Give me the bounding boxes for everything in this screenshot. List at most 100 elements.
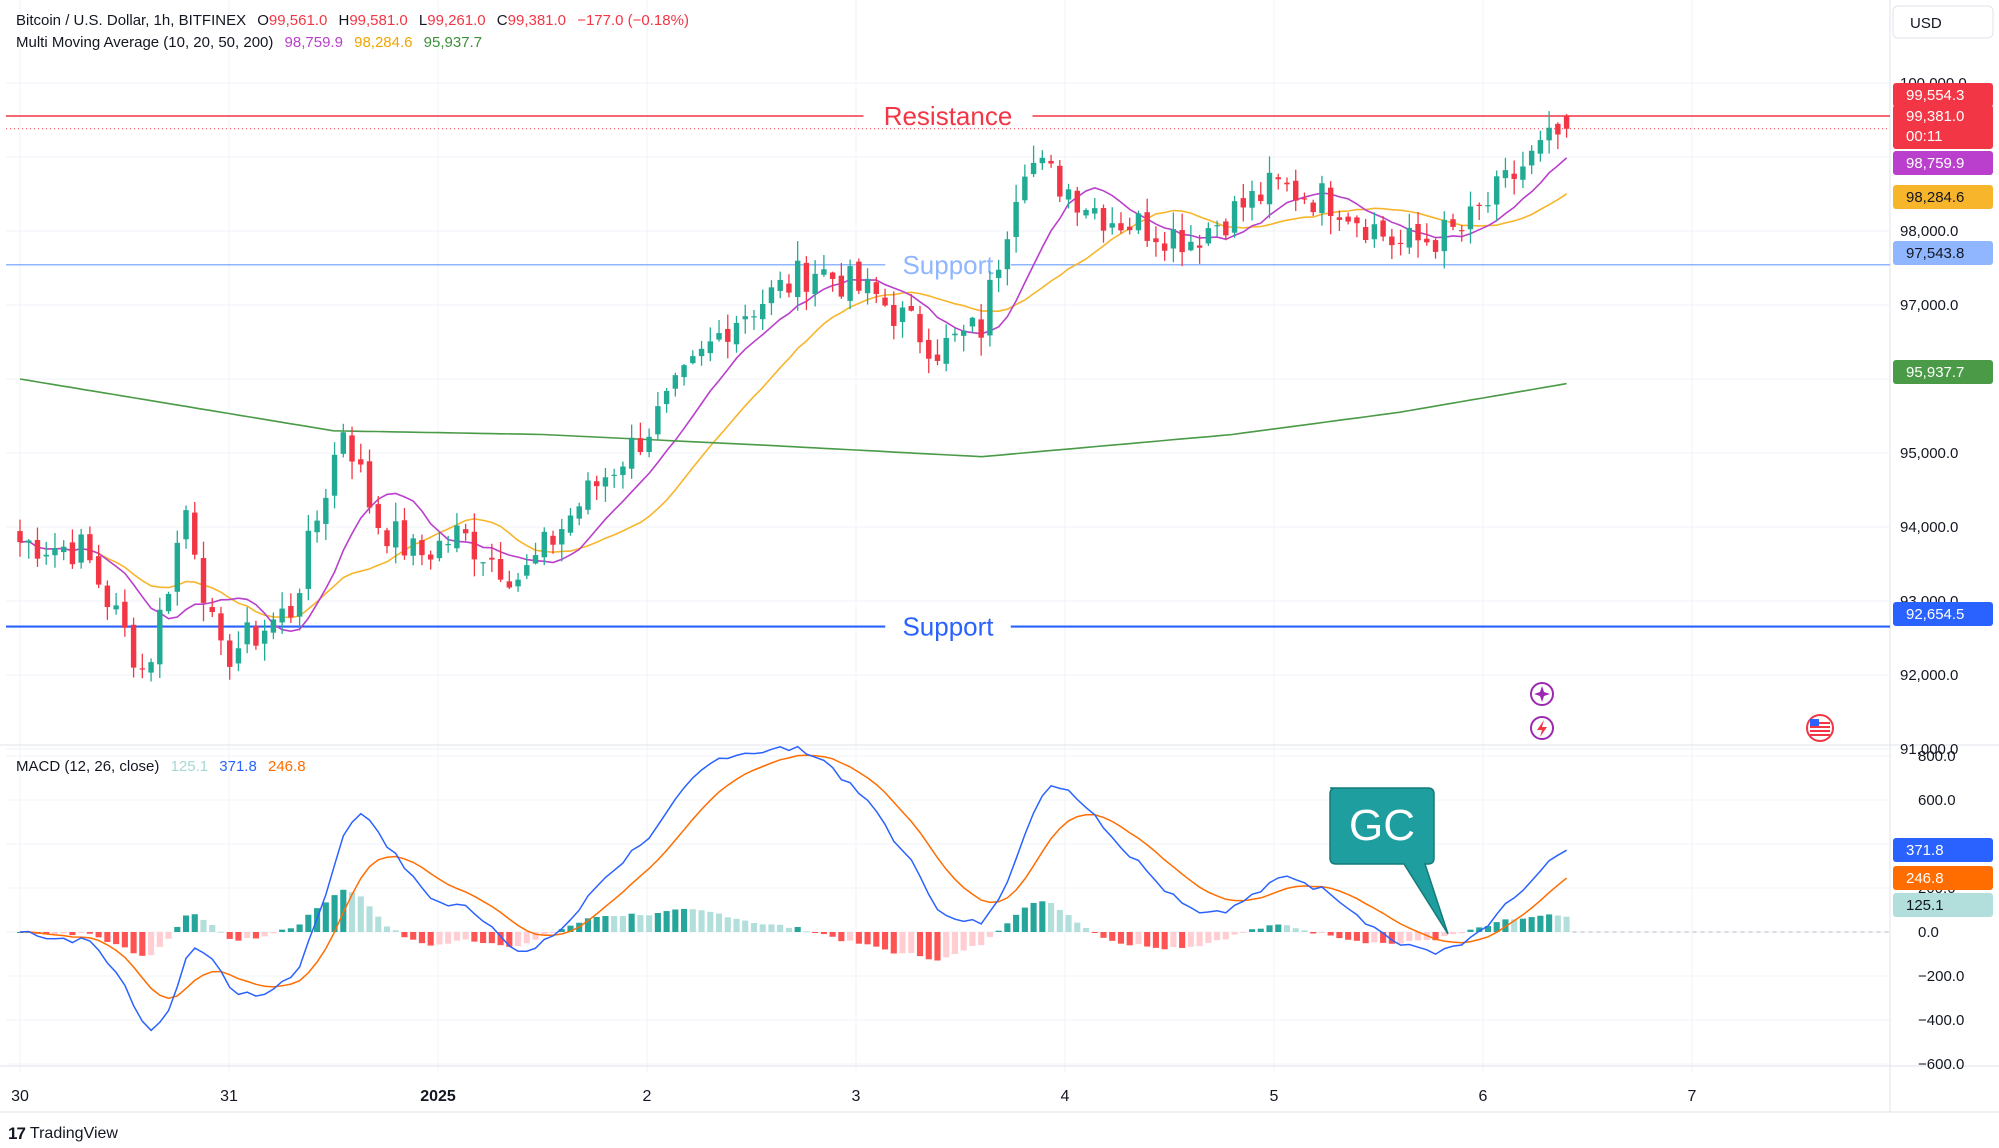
candle-body — [375, 504, 381, 528]
candle-body — [34, 540, 41, 559]
candle-body — [148, 662, 154, 673]
candle-body — [1065, 189, 1072, 200]
macd-hist-bar — [392, 930, 399, 932]
macd-hist-bar — [785, 927, 792, 932]
ma20-tag-bg — [1893, 185, 1993, 209]
candle-body — [1415, 224, 1421, 241]
moving-averages — [19, 157, 1568, 633]
macd-hist-bar — [916, 932, 924, 957]
ma-legend-label: Multi Moving Average (10, 20, 50, 200) — [16, 34, 274, 51]
candle-body — [270, 619, 277, 633]
macd-hist-bar — [715, 913, 723, 932]
candle-body — [436, 540, 443, 559]
candle-body — [646, 436, 652, 453]
time-axis-tick: 2 — [643, 1088, 652, 1105]
low-label: L — [418, 12, 428, 29]
macd-hist-bar — [899, 932, 906, 954]
macd-hist-bar — [348, 892, 356, 932]
macd-hist-bar — [427, 932, 434, 946]
candle-body — [1223, 221, 1229, 236]
candle-body — [1467, 206, 1474, 230]
candle-body — [113, 605, 119, 610]
macd-hist-bar — [1283, 925, 1291, 932]
candle-body — [122, 601, 128, 628]
candle-body — [43, 554, 49, 557]
candle-body — [978, 319, 984, 338]
candle-body — [1013, 201, 1019, 238]
macd-axis-tick: −600.0 — [1918, 1056, 1964, 1073]
candle-body — [821, 269, 827, 275]
macd-hist-bar — [1013, 914, 1020, 932]
candle-body — [1039, 157, 1046, 164]
macd-hist-bar — [1380, 932, 1387, 943]
candle-body — [1083, 209, 1089, 216]
macd-hist-bar — [217, 931, 225, 933]
candle-body — [226, 640, 233, 667]
ma10-tag-bg — [1893, 151, 1993, 175]
macd-hist-bar — [777, 924, 784, 932]
macd-hist-bar — [244, 932, 251, 938]
candle-body — [663, 390, 670, 405]
tradingview-logo[interactable]: 17 TradingView — [8, 1124, 118, 1144]
ma10-legend-value: 98,759.9 — [284, 34, 343, 51]
ma10-line — [19, 157, 1568, 633]
macd-hist-bar — [1214, 932, 1221, 941]
candle-body — [681, 365, 687, 378]
macd-hist-bar — [226, 932, 233, 939]
macd-hist-bar — [488, 932, 495, 944]
macd-hist-bar — [803, 931, 810, 933]
candle-body — [672, 375, 679, 389]
candle-body — [1170, 229, 1177, 249]
macd-axis-tick: −400.0 — [1918, 1012, 1964, 1029]
candle-body — [349, 435, 355, 462]
macd-hist-bar — [812, 932, 819, 933]
candle-body — [471, 531, 478, 560]
support-lower-tag-bg — [1893, 602, 1993, 626]
macd-hist-bar — [1109, 932, 1116, 941]
ma200-tag-bg — [1893, 360, 1993, 384]
candle-body — [786, 283, 792, 293]
candle-body — [1092, 208, 1098, 214]
chart-icons[interactable] — [1530, 682, 1834, 742]
close-value: 99,381.0 — [507, 12, 567, 29]
candle-body — [908, 306, 914, 311]
macd-hist-bar — [1432, 932, 1439, 941]
macd-hist-bar — [628, 913, 635, 932]
macd-hist-bar — [1449, 932, 1457, 935]
macd-hist-bar — [357, 896, 364, 932]
macd-hist-bar — [1135, 932, 1142, 945]
candle-body — [1048, 160, 1054, 164]
candle-body — [174, 542, 180, 592]
candle-body — [1153, 238, 1159, 243]
macd-hist-bar — [418, 932, 425, 944]
macd-hist-bar — [873, 932, 880, 947]
candle-body — [602, 477, 609, 487]
ma20-legend-value: 98,284.6 — [354, 34, 413, 51]
candle-body — [934, 354, 941, 361]
macd-hist-bar — [1021, 907, 1028, 932]
ma200-line — [19, 378, 1567, 458]
macd-hist-bar — [401, 932, 408, 938]
macd-hist-bar — [480, 932, 487, 944]
high-value: 99,581.0 — [349, 12, 408, 29]
macd-hist-bar — [279, 929, 286, 932]
ma10-tag: 98,759.9 — [1906, 155, 1964, 172]
macd-axis-tick: −200.0 — [1918, 968, 1964, 985]
candle-body — [1528, 150, 1535, 166]
tradingview-logo-text: TradingView — [29, 1125, 118, 1142]
macd-hist-bar — [1310, 932, 1317, 934]
macd-hist-bar — [1327, 932, 1334, 936]
horizontal-levels: Resistance Support Support — [6, 101, 1890, 642]
candle-body — [1301, 198, 1308, 200]
candle-body — [288, 605, 294, 618]
macd-hist-bar — [322, 902, 329, 932]
macd-hist-bar — [209, 924, 216, 932]
macd-hist-bar — [881, 932, 889, 950]
candle-body — [532, 555, 539, 564]
candle-body — [760, 303, 766, 320]
currency-label: USD — [1910, 15, 1942, 32]
resistance-label: Resistance — [884, 101, 1013, 131]
candle-body — [1371, 224, 1378, 240]
macd-hist-bar — [1248, 929, 1256, 932]
